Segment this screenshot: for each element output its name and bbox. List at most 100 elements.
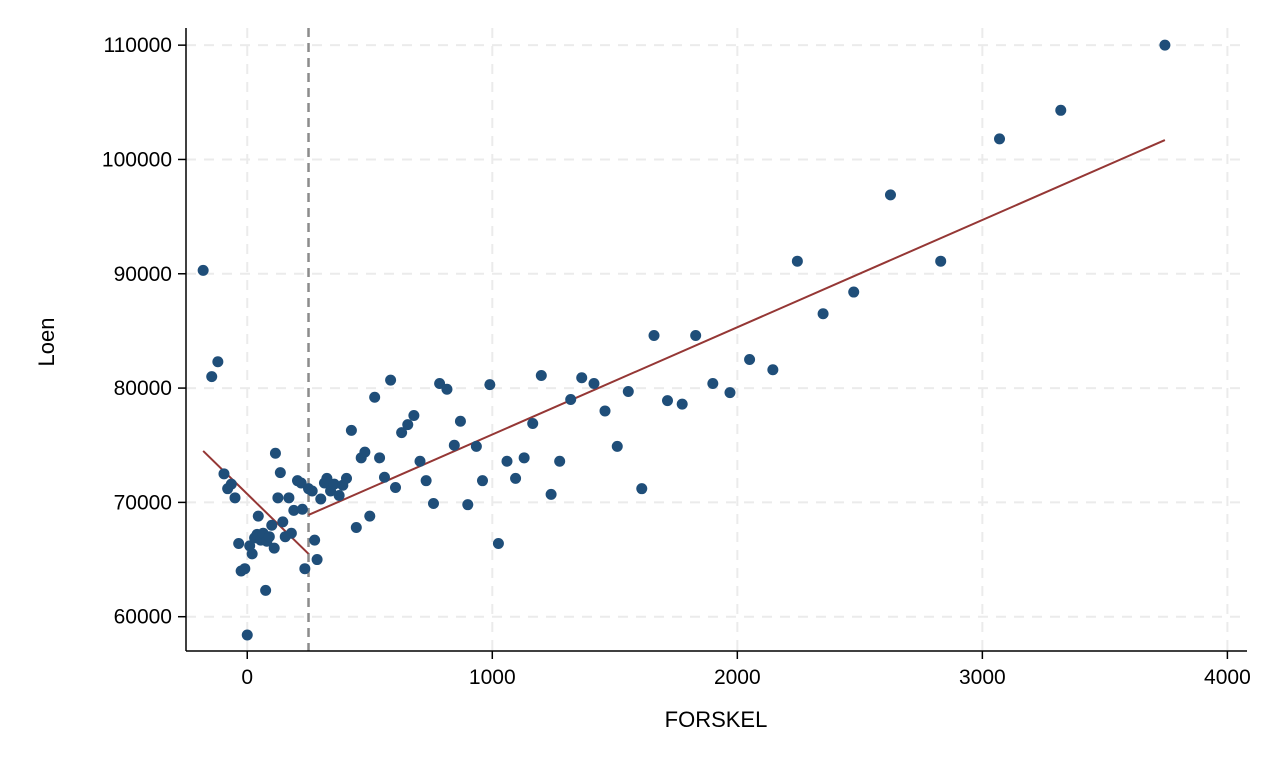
data-point [225,478,237,490]
data-point [476,475,488,487]
data-point [420,475,432,487]
data-point [707,378,719,390]
data-point [599,405,611,417]
data-point [309,534,321,546]
data-point [268,542,280,554]
x-tick-label: 3000 [959,666,1006,689]
data-point [283,492,295,504]
data-point [333,490,345,502]
data-point [396,427,408,439]
data-point [454,415,466,427]
data-point [299,563,311,575]
data-point [527,418,539,430]
data-point [1055,104,1067,116]
data-point [359,446,371,458]
data-point [269,447,281,459]
data-point [484,379,496,391]
data-point [378,471,390,483]
fit-line-right [308,139,1166,516]
data-point [690,329,702,341]
data-point [518,452,530,464]
data-point [441,383,453,395]
data-point [884,189,896,201]
data-point [229,492,241,504]
data-point [260,584,272,596]
data-point [817,308,829,320]
data-point [374,452,386,464]
data-point [288,504,300,516]
data-point [535,370,547,382]
data-point [369,391,381,403]
data-point [285,527,297,539]
data-point [328,478,340,490]
data-point [272,492,284,504]
data-point [364,510,376,522]
axes [178,28,1247,659]
data-point [252,510,264,522]
data-point [565,394,577,406]
data-point [277,516,289,528]
data-point [402,419,414,431]
data-point [241,629,253,641]
data-point [345,424,357,436]
data-point [218,468,230,480]
data-point [448,439,460,451]
data-point [470,440,482,452]
data-point [315,493,327,505]
data-point [390,482,402,494]
data-point [350,522,362,534]
fit-lines [202,139,1166,555]
y-tick-label: 70000 [114,491,172,514]
data-point [462,499,474,511]
data-point [576,372,588,384]
data-point [588,378,600,390]
data-point [611,440,623,452]
data-point [848,286,860,298]
data-point [744,354,756,366]
y-tick-label: 110000 [103,34,172,57]
data-point [266,519,278,531]
data-point [492,538,504,550]
data-point [212,356,224,368]
data-point [385,374,397,386]
x-tick-label: 1000 [469,666,516,689]
data-point [340,472,352,484]
data-point [648,329,660,341]
data-point [239,563,251,575]
data-point [501,455,513,467]
y-axis-title: Loen [34,318,59,367]
data-point [274,467,286,479]
data-point [994,133,1006,145]
data-point [263,531,275,543]
data-point [545,488,557,500]
data-point [306,485,318,497]
data-point [427,498,439,510]
data-point [622,386,634,398]
data-point [206,371,218,383]
data-point [1159,39,1171,51]
data-point [676,398,688,410]
y-tick-label: 80000 [114,377,172,400]
data-point [197,264,209,276]
data-point [636,483,648,495]
data-point [408,410,420,422]
data-point [233,538,245,550]
data-point [767,364,779,376]
data-point [554,455,566,467]
grid-lines [186,28,1247,651]
x-tick-label: 0 [241,666,253,689]
y-tick-label: 90000 [114,263,172,286]
y-tick-label: 100000 [102,148,172,171]
tick-labels: 0 1000 2000 3000 4000 60000 70000 80000 90000 100… [102,34,1251,689]
data-point [311,554,323,566]
y-tick-label: 60000 [114,606,172,629]
data-point [791,255,803,267]
data-points [197,39,1171,641]
x-tick-label: 4000 [1204,666,1251,689]
x-tick-label: 2000 [714,666,761,689]
data-point [246,548,258,560]
data-point [661,395,673,407]
data-point [724,387,736,399]
